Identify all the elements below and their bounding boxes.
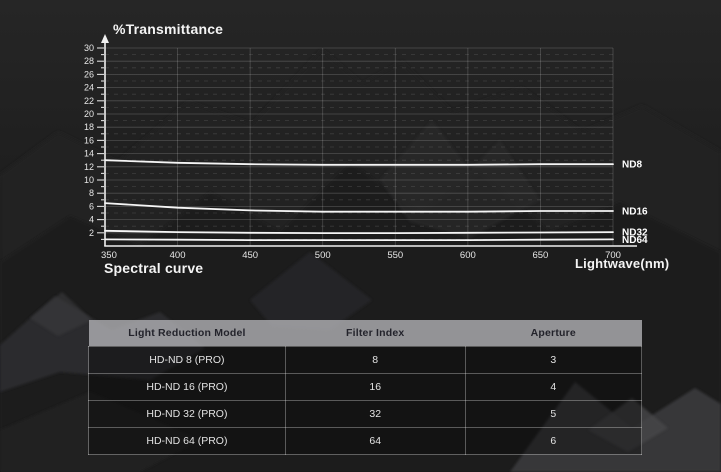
- chart-title: %Transmittance: [113, 21, 224, 37]
- table-cell: 64: [284, 426, 466, 455]
- y-tick-label: 6: [89, 201, 94, 211]
- table-row: HD-ND 32 (PRO) 32 5: [88, 399, 643, 428]
- header-aperture: Aperture: [465, 320, 642, 346]
- x-tick-label: 400: [170, 250, 186, 261]
- table-row: HD-ND 64 (PRO) 64 6: [88, 426, 643, 455]
- table-cell: 8: [284, 345, 466, 374]
- table-cell: 16: [284, 372, 466, 401]
- x-axis-title: Lightwave(nm): [575, 256, 670, 271]
- x-tick-label: 700: [605, 250, 621, 261]
- chart-caption: Spectral curve: [104, 260, 204, 276]
- series-label-nd32: ND32: [622, 228, 648, 239]
- table-row: HD-ND 8 (PRO) 8 3: [88, 345, 643, 374]
- table-row: HD-ND 16 (PRO) 16 4: [88, 372, 643, 401]
- header-light-reduction-model: Light Reduction Model: [88, 320, 286, 346]
- table-cell: HD-ND 8 (PRO): [88, 345, 286, 374]
- y-tick-label: 12: [84, 162, 94, 172]
- y-tick-label: 2: [89, 228, 94, 238]
- x-tick-label: 450: [242, 250, 258, 261]
- y-axis-arrow: [101, 34, 109, 43]
- y-tick-label: 10: [84, 175, 94, 185]
- y-tick-label: 14: [84, 149, 94, 159]
- y-tick-label: 30: [84, 43, 94, 53]
- series-label-nd8: ND8: [622, 160, 642, 171]
- y-tick-label: 28: [84, 56, 94, 66]
- y-tick-label: 4: [89, 215, 94, 225]
- table-header-row: Light Reduction Model Filter Index Apert…: [88, 320, 642, 346]
- header-filter-index: Filter Index: [285, 320, 466, 346]
- table-cell: 6: [464, 426, 643, 455]
- y-tick-label: 24: [84, 83, 94, 93]
- x-tick-label: 350: [101, 250, 117, 261]
- y-tick-label: 22: [84, 96, 94, 106]
- y-tick-label: 16: [84, 135, 94, 145]
- table-cell: 5: [464, 399, 643, 428]
- y-tick-label: 20: [84, 109, 94, 119]
- table-cell: HD-ND 16 (PRO): [88, 372, 286, 401]
- table-cell: 3: [464, 345, 643, 374]
- x-tick-label: 600: [460, 250, 476, 261]
- series-line-nd16: [104, 202, 614, 213]
- table-cell: 32: [284, 399, 466, 428]
- x-tick-label: 500: [315, 250, 331, 261]
- series-label-nd16: ND16: [622, 207, 648, 218]
- series-line-nd64: [104, 238, 614, 242]
- table-cell: HD-ND 64 (PRO): [88, 426, 286, 455]
- x-tick-label: 550: [387, 250, 403, 261]
- filter-spec-table: Light Reduction Model Filter Index Apert…: [88, 320, 643, 455]
- y-tick-label: 8: [89, 188, 94, 198]
- series-label-nd64: ND64: [622, 235, 648, 246]
- table-cell: 4: [464, 372, 643, 401]
- table-cell: HD-ND 32 (PRO): [88, 399, 286, 428]
- series-line-nd32: [104, 229, 614, 235]
- series-line-nd8: [104, 159, 614, 166]
- x-tick-label: 650: [532, 250, 548, 261]
- y-tick-label: 26: [84, 69, 94, 79]
- y-tick-label: 18: [84, 122, 94, 132]
